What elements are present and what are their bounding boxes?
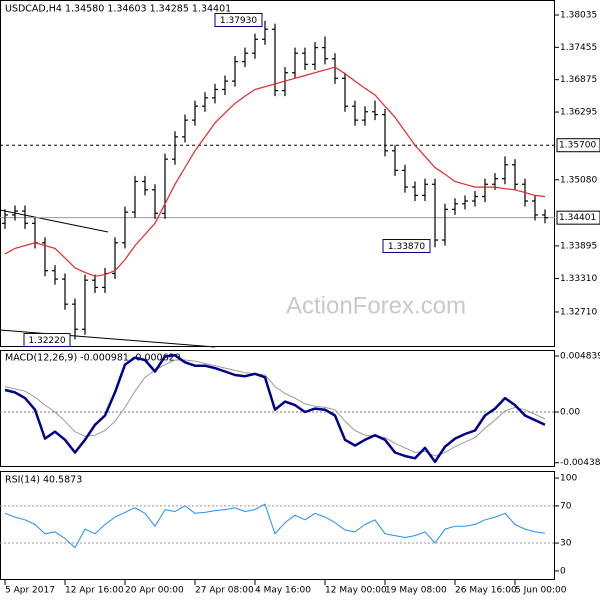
price-panel-frame xyxy=(0,0,555,347)
x-tick-label: 4 May 16:00 xyxy=(255,586,311,596)
trend-line xyxy=(0,209,109,233)
x-tick-label: 12 May 00:00 xyxy=(325,586,387,596)
x-tick-label: 5 Jun 00:00 xyxy=(515,586,567,596)
y-tick-label: 1.33310 xyxy=(560,274,597,284)
y-tick-label: 1.33895 xyxy=(560,241,597,251)
macd-title: MACD(12,26,9) -0.000981 -0.000629 xyxy=(5,353,181,364)
x-tick-label: 20 Apr 00:00 xyxy=(125,586,184,596)
y-tick-label: 0.00 xyxy=(560,408,580,418)
y-tick-label: 0.004839 xyxy=(560,352,600,362)
y-tick-label: 1.38035 xyxy=(560,11,597,21)
x-tick-label: 19 May 08:00 xyxy=(385,586,447,596)
price-level-label: 1.35700 xyxy=(559,141,596,151)
price-level-box xyxy=(556,138,600,153)
x-tick-label: 26 May 16:00 xyxy=(455,586,517,596)
indicator-line xyxy=(4,359,546,457)
annotation-box xyxy=(382,239,431,253)
macd-panel-frame xyxy=(0,350,555,467)
indicator-line xyxy=(4,503,546,549)
moving-average xyxy=(4,66,546,277)
price-title: USDCAD,H4 1.34580 1.34603 1.34285 1.3440… xyxy=(5,4,231,15)
watermark: ActionForex.com xyxy=(286,292,466,319)
price-level-label: 1.34401 xyxy=(559,213,596,223)
rsi-title: RSI(14) 40.5873 xyxy=(5,475,82,486)
x-tick-label: 5 Apr 2017 xyxy=(5,586,55,596)
annotation-box xyxy=(214,13,263,27)
indicator-line xyxy=(4,354,546,464)
y-tick-label: 1.35080 xyxy=(560,175,597,185)
x-tick-label: 12 Apr 16:00 xyxy=(65,586,124,596)
y-tick-label: 100 xyxy=(560,474,577,484)
y-tick-label: 1.37455 xyxy=(560,43,597,53)
price-level-box xyxy=(556,210,600,225)
x-tick-label: 27 Apr 08:00 xyxy=(195,586,254,596)
trend-line xyxy=(0,329,216,348)
y-tick-label: 1.36875 xyxy=(560,75,597,85)
y-tick-label: 0 xyxy=(560,566,566,576)
y-tick-label: 70 xyxy=(560,501,572,511)
annotation: 1.33870 xyxy=(388,242,425,252)
y-tick-label: 1.32710 xyxy=(560,307,597,317)
y-tick-label: 1.36295 xyxy=(560,108,597,118)
annotation-box xyxy=(23,333,71,347)
annotation: 1.32220 xyxy=(28,336,65,346)
annotation: 1.37930 xyxy=(220,16,257,26)
y-tick-label: 30 xyxy=(560,539,572,549)
rsi-panel-frame xyxy=(0,471,555,580)
